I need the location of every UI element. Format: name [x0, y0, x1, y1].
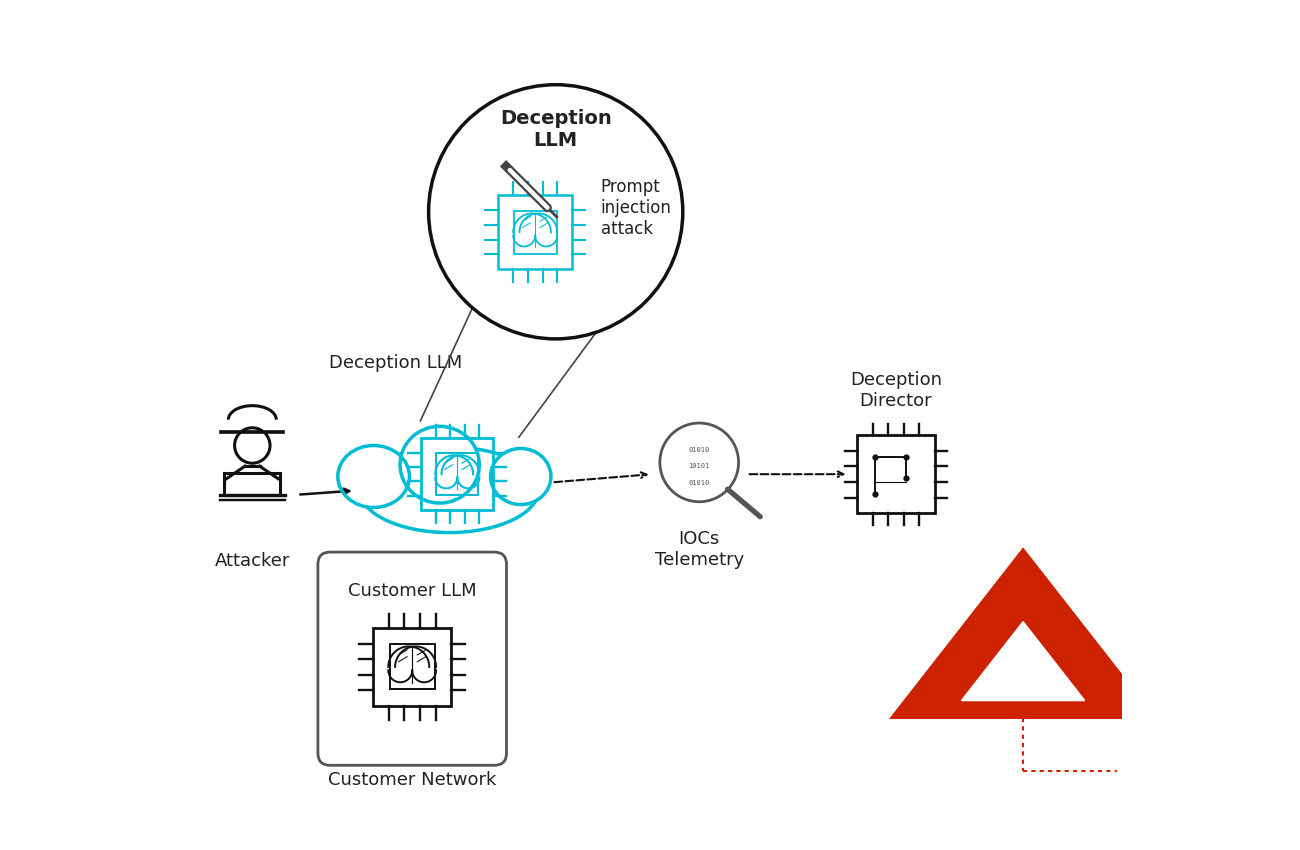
Ellipse shape	[400, 427, 480, 503]
Ellipse shape	[360, 447, 538, 533]
FancyBboxPatch shape	[318, 552, 507, 765]
Polygon shape	[892, 550, 1154, 717]
Text: Attacker: Attacker	[214, 552, 290, 570]
Ellipse shape	[490, 449, 551, 505]
Text: Prompt
injection
attack: Prompt injection attack	[601, 178, 672, 237]
Ellipse shape	[338, 445, 410, 507]
Text: Customer Network: Customer Network	[328, 771, 497, 789]
Polygon shape	[962, 621, 1084, 700]
Text: 01010: 01010	[689, 447, 710, 453]
Text: Deception LLM: Deception LLM	[329, 354, 463, 371]
Text: 01010: 01010	[689, 480, 710, 486]
Text: 10101: 10101	[689, 463, 710, 469]
Text: IOCs
Telemetry: IOCs Telemetry	[655, 530, 744, 569]
Text: Deception
LLM: Deception LLM	[499, 110, 611, 150]
Circle shape	[429, 85, 682, 339]
Text: Deception
Director: Deception Director	[850, 371, 942, 411]
Text: Customer LLM: Customer LLM	[348, 582, 477, 600]
